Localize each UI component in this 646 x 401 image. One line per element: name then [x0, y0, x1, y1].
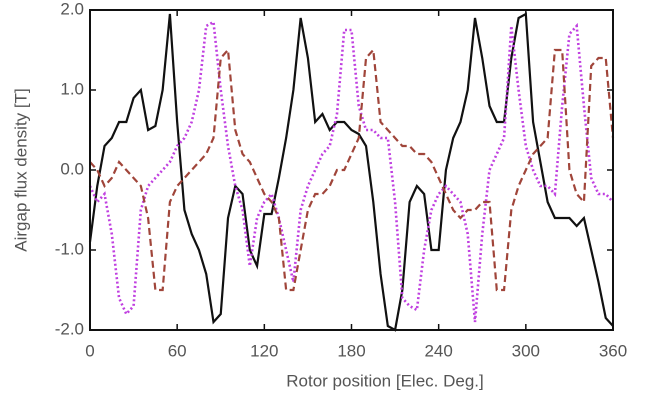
data-line [88, 19, 614, 323]
x-tick-label: 180 [337, 341, 365, 360]
x-tick-label: 360 [599, 341, 627, 360]
data-line [88, 12, 614, 332]
y-tick-label: -1.0 [55, 239, 84, 258]
plot-frame [89, 9, 614, 331]
y-tick-label: 2.0 [60, 0, 84, 18]
y-tick-label: 0.0 [60, 159, 84, 178]
x-tick-label: 60 [168, 341, 187, 360]
y-tick-label: -2.0 [55, 319, 84, 338]
data-line [89, 47, 615, 292]
y-tick-label: 1.0 [60, 79, 84, 98]
x-tick-label: 120 [250, 341, 278, 360]
y-axis-label: Airgap flux density [T] [11, 88, 30, 251]
x-tick-label: 300 [512, 341, 540, 360]
x-tick-label: 0 [85, 341, 94, 360]
x-tick-label: 240 [424, 341, 452, 360]
x-axis-label: Rotor position [Elec. Deg.] [286, 371, 483, 390]
